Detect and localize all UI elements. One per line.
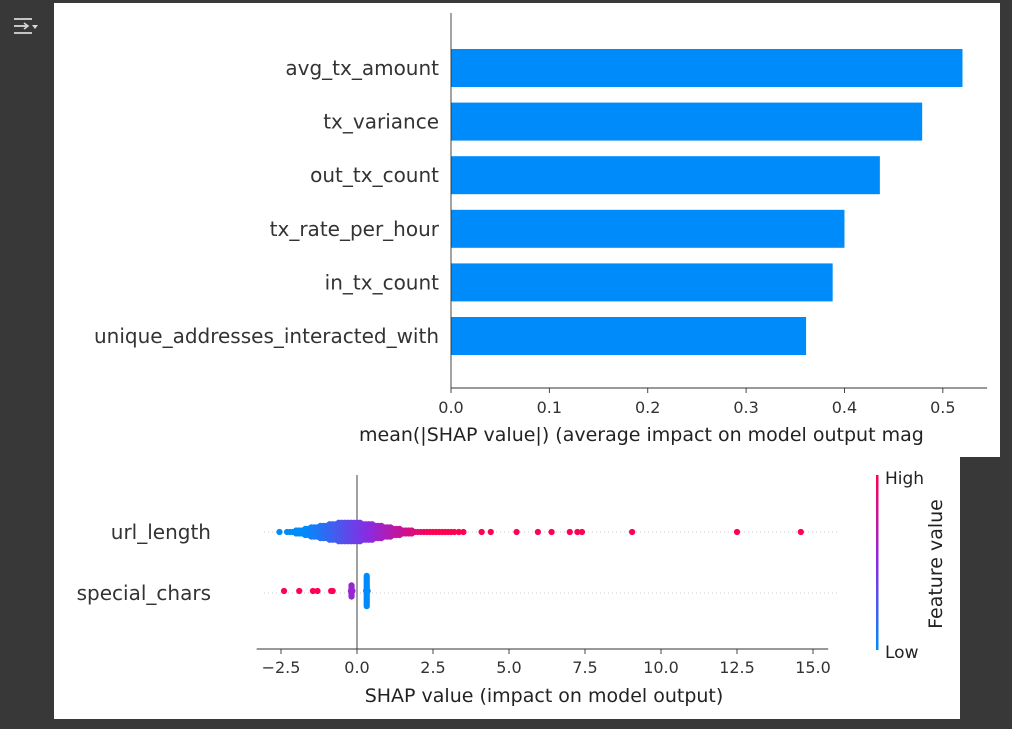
bar-in_tx_count — [451, 263, 833, 302]
bar-xtick-label: 0.3 — [733, 398, 758, 417]
beeswarm-point-url_length — [455, 528, 462, 536]
beeswarm-chart-panel: url_length special_chars −2.5 0.0 2.5 5.0 7.5… — [54, 457, 960, 719]
beeswarm-point-special_chars — [348, 593, 355, 600]
bar-chart-panel: avg_tx_amount tx_variance out_tx_count tx_r… — [54, 3, 1000, 457]
bee-xtick-label: 10.0 — [643, 658, 679, 677]
beeswarm-x-axis-label: SHAP value (impact on model output) — [365, 685, 724, 707]
bee-xtick-label: 7.5 — [572, 658, 597, 677]
beeswarm-point-url_length — [578, 528, 586, 536]
beeswarm-point-url_length — [460, 528, 467, 536]
beeswarm-point-url_length — [534, 528, 541, 536]
colorbar-high-label: High — [885, 469, 924, 489]
shap-beeswarm-chart: url_length special_chars −2.5 0.0 2.5 5.0 7.5… — [77, 469, 947, 707]
beeswarm-point-special_chars — [329, 587, 336, 595]
colorbar-title: Feature value — [925, 499, 947, 629]
beeswarm-point-special_chars — [296, 587, 303, 595]
beeswarm-point-url_length — [797, 528, 804, 536]
beeswarm-point-special_chars — [314, 587, 321, 595]
beeswarm-point-special_chars — [280, 587, 288, 595]
colorbar-low-label: Low — [885, 643, 919, 663]
beeswarm-point-url_length — [487, 528, 494, 536]
bar-label-tx_rate_per_hour: tx_rate_per_hour — [270, 217, 440, 241]
bar-out_tx_count — [451, 156, 880, 195]
bar-label-in_tx_count: in_tx_count — [325, 270, 439, 294]
bar-avg_tx_amount — [451, 49, 963, 87]
beeswarm-point-url_length — [548, 528, 555, 536]
bar-xtick-label: 0.5 — [930, 398, 955, 417]
bar-xtick-label: 0.4 — [832, 398, 857, 417]
collapse-output-icon[interactable] — [12, 14, 40, 42]
beeswarm-point-url_length — [276, 528, 283, 536]
beeswarm-point-url_length — [451, 528, 458, 536]
bee-xtick-label: −2.5 — [262, 658, 301, 677]
bar-label-avg_tx_amount: avg_tx_amount — [285, 56, 439, 80]
bee-xtick-label: 5.0 — [496, 658, 521, 677]
bar-label-tx_variance: tx_variance — [323, 110, 439, 134]
beeswarm-point-url_length — [566, 528, 573, 536]
beeswarm-point-special_chars — [363, 603, 370, 610]
beeswarm-point-special_chars — [309, 587, 317, 595]
bee-xtick-label: 15.0 — [795, 658, 831, 677]
bar-xtick-label: 0.0 — [438, 398, 463, 417]
bar-x-axis-label: mean(|SHAP value|) (average impact on mo… — [359, 424, 924, 446]
bar-label-unique_addresses_interacted_with: unique_addresses_interacted_with — [94, 324, 439, 348]
beeswarm-point-url_length — [513, 528, 520, 536]
bar-xtick-label: 0.1 — [537, 398, 562, 417]
beeswarm-point-url_length — [478, 528, 485, 536]
collapse-output-icon-svg — [14, 18, 38, 34]
beeswarm-point-url_length — [629, 528, 636, 536]
beeswarm-point-url_length — [733, 528, 741, 536]
bee-xtick-label: 12.5 — [719, 658, 755, 677]
bar-label-out_tx_count: out_tx_count — [310, 163, 439, 187]
feature-value-colorbar — [876, 475, 879, 650]
bar-unique_addresses_interacted_with — [451, 317, 807, 355]
bee-xtick-label: 0.0 — [344, 658, 369, 677]
beeswarm-point-url_length — [574, 528, 581, 536]
mean-shap-bar-chart: avg_tx_amount tx_variance out_tx_count tx_r… — [94, 13, 988, 446]
bar-xtick-label: 0.2 — [635, 398, 660, 417]
feature-label-special_chars: special_chars — [77, 581, 211, 605]
bee-xtick-label: 2.5 — [420, 658, 445, 677]
bar-tx_variance — [451, 102, 923, 141]
feature-label-url_length: url_length — [111, 520, 211, 544]
bar-tx_rate_per_hour — [451, 209, 845, 248]
